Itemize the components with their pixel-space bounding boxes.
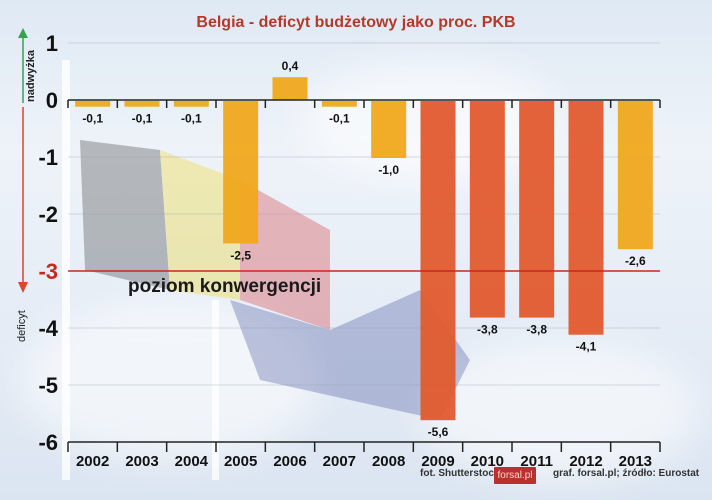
value-label: -0,1 [82,112,103,126]
bar-2010 [469,101,505,318]
bar-2002 [75,101,111,107]
x-tick-label: 2013 [619,453,652,470]
x-tick-label: 2003 [125,453,158,470]
bar-2008 [371,101,407,158]
x-tick-label: 2011 [520,453,553,470]
value-label: -0,1 [329,112,350,126]
bar-2005 [223,101,259,244]
y-tick-label: -4 [38,316,58,341]
surplus-axis-label: nadwyżka [25,50,37,102]
value-label: -0,1 [181,112,202,126]
value-label: -2,5 [230,249,251,263]
chart-title: Belgia - deficyt budżetowy jako proc. PK… [196,14,516,31]
arrow-down-icon [18,282,28,293]
background-cloud [420,340,700,480]
y-tick-label: -6 [38,430,58,455]
bar-2007 [321,101,357,107]
arrow-up-icon [18,28,28,38]
bar-2012 [568,101,604,335]
x-tick-label: 2008 [372,453,405,470]
bar-2006 [272,77,308,100]
deficit-axis-label: deficyt [16,310,28,342]
x-tick-label: 2012 [569,453,602,470]
value-label: -3,8 [526,323,547,337]
flag-pole [212,300,219,480]
x-tick-label: 2004 [175,453,209,470]
x-tick-label: 2005 [224,453,257,470]
value-label: -3,8 [477,323,498,337]
value-label: 0,4 [282,59,299,73]
source-credit: graf. forsal.pl; źródło: Eurostat [553,468,700,479]
y-tick-label: -2 [38,202,58,227]
x-tick-label: 2010 [471,453,504,470]
value-label: -2,6 [625,254,646,268]
x-tick-label: 2002 [76,453,109,470]
value-label: -0,1 [132,112,153,126]
y-tick-label: 1 [46,31,58,56]
bar-2011 [519,101,555,318]
flag-pole [62,60,70,480]
forsal-logo: forsal.pl [494,467,536,484]
convergence-label: poziom konwergencji [128,276,321,297]
bar-2009 [420,101,456,421]
x-tick-label: 2006 [273,453,306,470]
background-cloud [20,300,320,460]
bar-2013 [617,101,653,250]
x-tick-label: 2007 [323,453,356,470]
bar-2004 [173,101,209,107]
y-tick-label: -3 [38,259,58,284]
value-label: -1,0 [378,163,399,177]
bar-2003 [124,101,160,107]
x-tick-label: 2009 [421,453,454,470]
y-tick-label: -1 [38,145,58,170]
photo-credit: fot. Shutterstock [420,468,500,479]
value-label: -5,6 [428,425,449,439]
y-tick-label: 0 [46,88,58,113]
value-label: -4,1 [576,340,597,354]
y-tick-label: -5 [38,373,58,398]
